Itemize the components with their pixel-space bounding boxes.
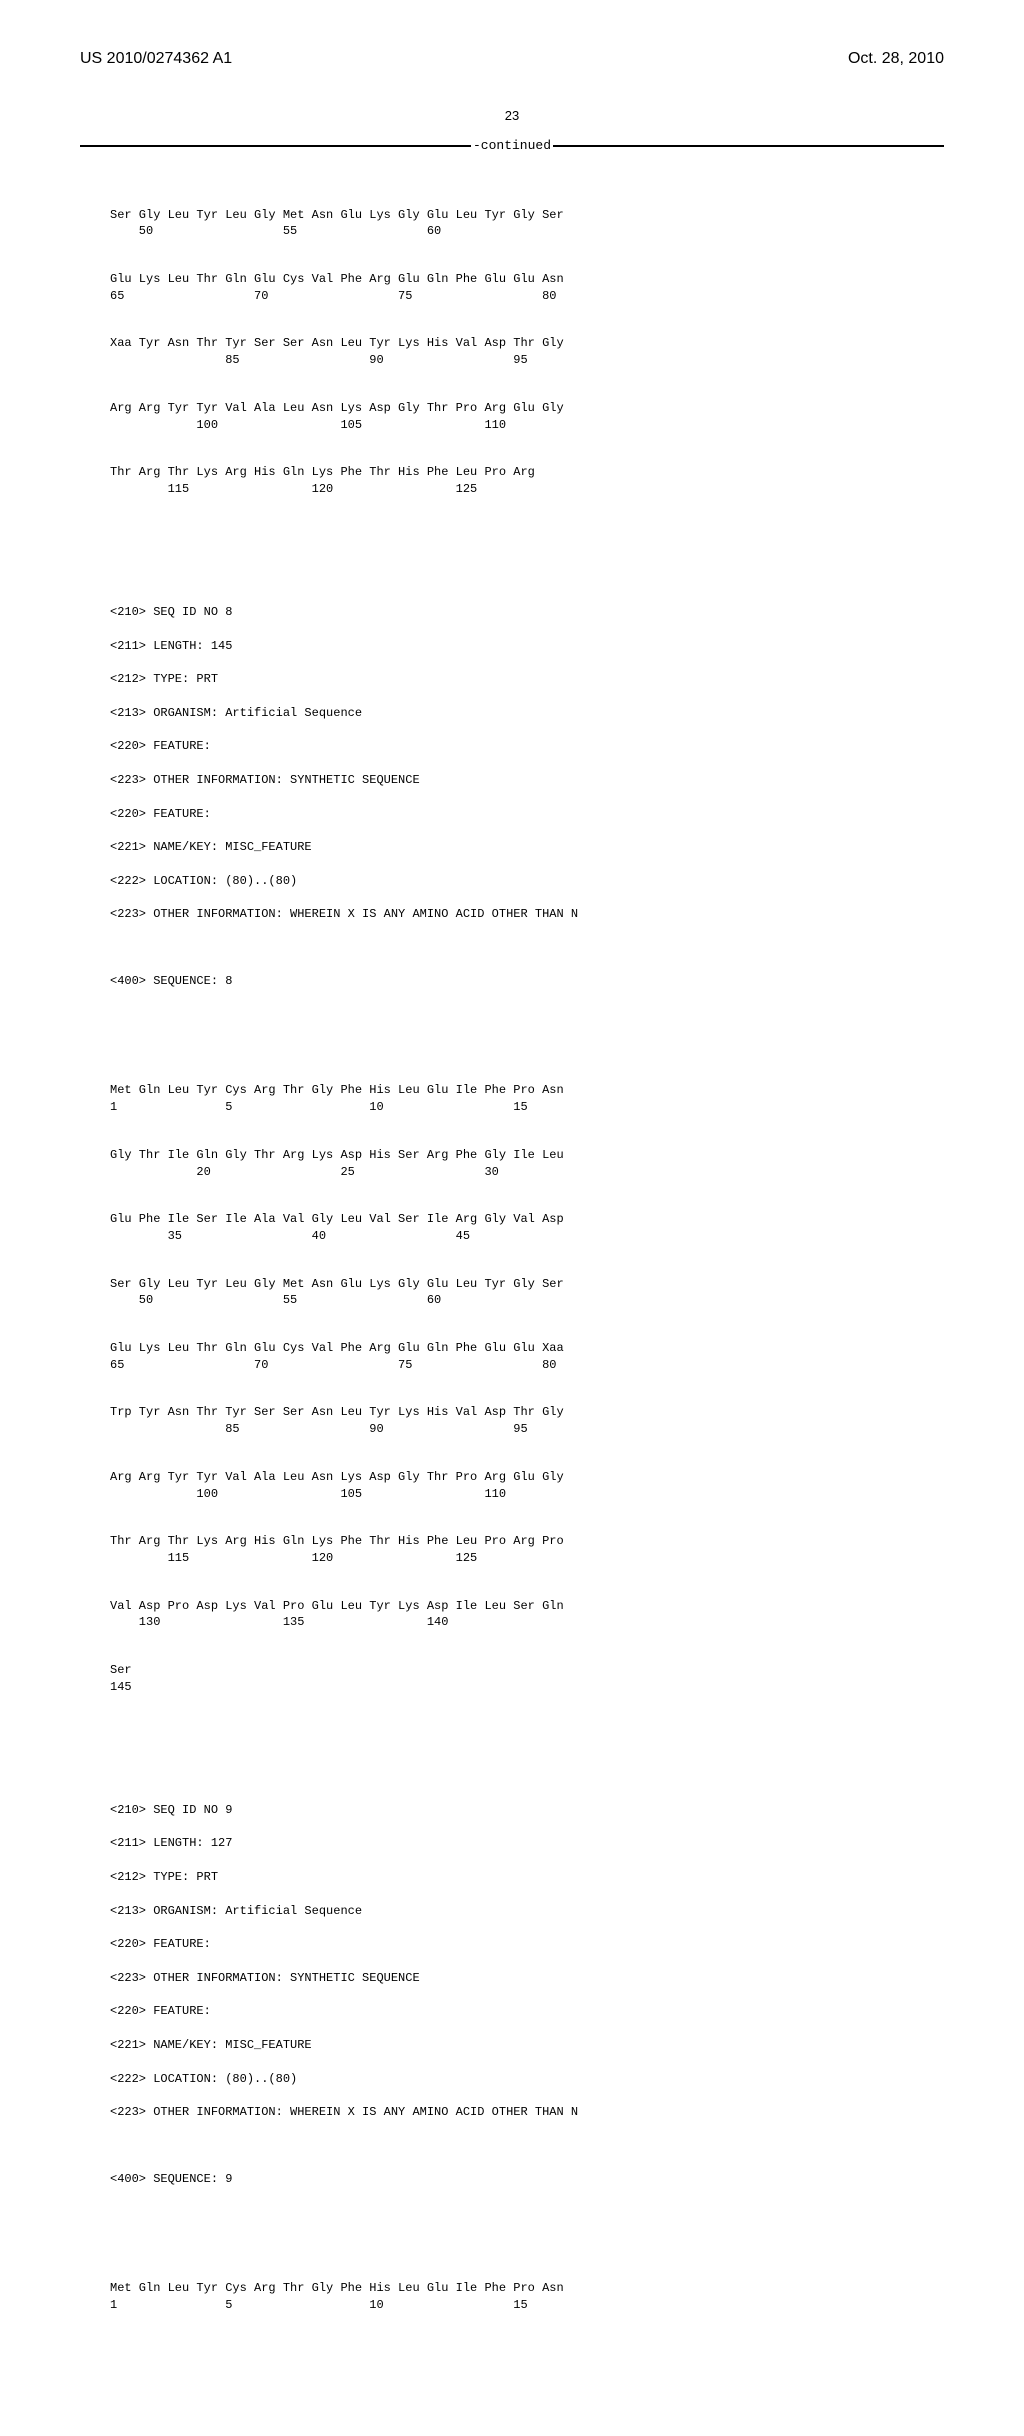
aa-row: Glu Lys Leu Thr Gln Glu Cys Val Phe Arg … xyxy=(110,1340,944,1357)
pos-row: 115 120 125 xyxy=(110,481,944,498)
pos-row: 100 105 110 xyxy=(110,1486,944,1503)
seq9-header: <210> SEQ ID NO 9 <211> LENGTH: 127 <212… xyxy=(110,1785,944,2205)
pos-row: 100 105 110 xyxy=(110,417,944,434)
pos-row: 115 120 125 xyxy=(110,1550,944,1567)
pos-row: 145 xyxy=(110,1679,944,1696)
aa-row: Ser xyxy=(110,1662,944,1679)
pos-row: 85 90 95 xyxy=(110,352,944,369)
aa-row: Val Asp Pro Asp Lys Val Pro Glu Leu Tyr … xyxy=(110,1598,944,1615)
pos-row: 130 135 140 xyxy=(110,1614,944,1631)
pos-row: 85 90 95 xyxy=(110,1421,944,1438)
pos-row: 20 25 30 xyxy=(110,1164,944,1181)
aa-row: Glu Lys Leu Thr Gln Glu Cys Val Phe Arg … xyxy=(110,271,944,288)
header-line: <221> NAME/KEY: MISC_FEATURE xyxy=(110,839,944,856)
header-line: <212> TYPE: PRT xyxy=(110,671,944,688)
sequence-listing: Ser Gly Leu Tyr Leu Gly Met Asn Glu Lys … xyxy=(80,173,944,2386)
header-line: <220> FEATURE: xyxy=(110,2003,944,2020)
pos-row: 65 70 75 80 xyxy=(110,288,944,305)
header-line: <220> FEATURE: xyxy=(110,1936,944,1953)
aa-row: Arg Arg Tyr Tyr Val Ala Leu Asn Lys Asp … xyxy=(110,1469,944,1486)
header-line: <220> FEATURE: xyxy=(110,738,944,755)
sequence-label: <400> SEQUENCE: 8 xyxy=(110,973,944,990)
header-line: <210> SEQ ID NO 9 xyxy=(110,1802,944,1819)
aa-row: Trp Tyr Asn Thr Tyr Ser Ser Asn Leu Tyr … xyxy=(110,1404,944,1421)
header-line: <213> ORGANISM: Artificial Sequence xyxy=(110,705,944,722)
header-line: <222> LOCATION: (80)..(80) xyxy=(110,873,944,890)
header-line: <223> OTHER INFORMATION: WHEREIN X IS AN… xyxy=(110,2104,944,2121)
patent-header: US 2010/0274362 A1 Oct. 28, 2010 xyxy=(80,50,944,68)
pos-row: 35 40 45 xyxy=(110,1228,944,1245)
pos-row: 50 55 60 xyxy=(110,223,944,240)
aa-row: Arg Arg Tyr Tyr Val Ala Leu Asn Lys Asp … xyxy=(110,400,944,417)
pos-row: 50 55 60 xyxy=(110,1292,944,1309)
aa-row: Ser Gly Leu Tyr Leu Gly Met Asn Glu Lys … xyxy=(110,207,944,224)
header-line: <211> LENGTH: 127 xyxy=(110,1835,944,1852)
seq9-body: Met Gln Leu Tyr Cys Arg Thr Gly Phe His … xyxy=(110,2263,944,2344)
aa-row: Met Gln Leu Tyr Cys Arg Thr Gly Phe His … xyxy=(110,1082,944,1099)
header-line: <222> LOCATION: (80)..(80) xyxy=(110,2071,944,2088)
aa-row: Ser Gly Leu Tyr Leu Gly Met Asn Glu Lys … xyxy=(110,1276,944,1293)
header-line: <221> NAME/KEY: MISC_FEATURE xyxy=(110,2037,944,2054)
aa-row: Thr Arg Thr Lys Arg His Gln Lys Phe Thr … xyxy=(110,1533,944,1550)
aa-row: Thr Arg Thr Lys Arg His Gln Lys Phe Thr … xyxy=(110,464,944,481)
seq8-body: Met Gln Leu Tyr Cys Arg Thr Gly Phe His … xyxy=(110,1066,944,1727)
header-line: <223> OTHER INFORMATION: SYNTHETIC SEQUE… xyxy=(110,1970,944,1987)
publication-date: Oct. 28, 2010 xyxy=(848,50,944,68)
continued-label: -continued xyxy=(471,138,553,153)
pos-row: 1 5 10 15 xyxy=(110,1099,944,1116)
seq8-header: <210> SEQ ID NO 8 <211> LENGTH: 145 <212… xyxy=(110,587,944,1007)
header-line: <211> LENGTH: 145 xyxy=(110,638,944,655)
sequence-label: <400> SEQUENCE: 9 xyxy=(110,2171,944,2188)
aa-row: Met Gln Leu Tyr Cys Arg Thr Gly Phe His … xyxy=(110,2280,944,2297)
header-line: <223> OTHER INFORMATION: SYNTHETIC SEQUE… xyxy=(110,772,944,789)
seq7-continuation: Ser Gly Leu Tyr Leu Gly Met Asn Glu Lys … xyxy=(110,190,944,529)
aa-row: Gly Thr Ile Gln Gly Thr Arg Lys Asp His … xyxy=(110,1147,944,1164)
header-line: <210> SEQ ID NO 8 xyxy=(110,604,944,621)
page-number: 23 xyxy=(80,108,944,123)
pos-row: 65 70 75 80 xyxy=(110,1357,944,1374)
header-line: <223> OTHER INFORMATION: WHEREIN X IS AN… xyxy=(110,906,944,923)
publication-number: US 2010/0274362 A1 xyxy=(80,50,232,68)
aa-row: Xaa Tyr Asn Thr Tyr Ser Ser Asn Leu Tyr … xyxy=(110,335,944,352)
aa-row: Glu Phe Ile Ser Ile Ala Val Gly Leu Val … xyxy=(110,1211,944,1228)
header-line: <212> TYPE: PRT xyxy=(110,1869,944,1886)
header-line: <213> ORGANISM: Artificial Sequence xyxy=(110,1903,944,1920)
pos-row: 1 5 10 15 xyxy=(110,2297,944,2314)
header-line: <220> FEATURE: xyxy=(110,806,944,823)
continued-divider: -continued xyxy=(80,138,944,153)
